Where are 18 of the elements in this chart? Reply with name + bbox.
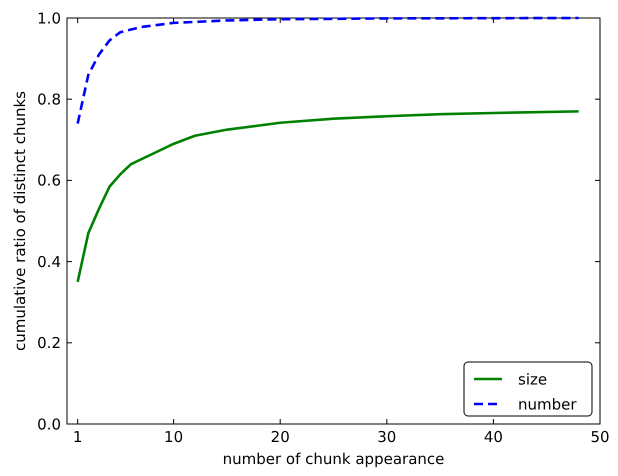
y-tick-label: 0.6 [37,172,61,190]
line-series [76,16,580,125]
x-axis-title: number of chunk appearance [222,450,444,468]
y-tick-label: 0.0 [37,415,61,434]
line-series [76,110,580,284]
y-tick-label: 0.2 [37,334,61,352]
x-tick-label: 1 [72,428,82,446]
y-tick-label: 0.8 [37,90,61,108]
x-tick-label: 50 [590,428,610,446]
x-tick-label: 40 [484,428,503,446]
x-tick-label: 30 [377,428,396,446]
x-tick-label: 20 [270,428,290,446]
y-tick-label: 1.0 [37,9,61,28]
legend-label: size [518,370,548,388]
x-tick-label: 10 [164,428,184,446]
legend-label: number [518,395,578,414]
y-axis-title: cumulative ratio of distinct chunks [11,90,29,351]
y-tick-label: 0.4 [37,252,61,271]
